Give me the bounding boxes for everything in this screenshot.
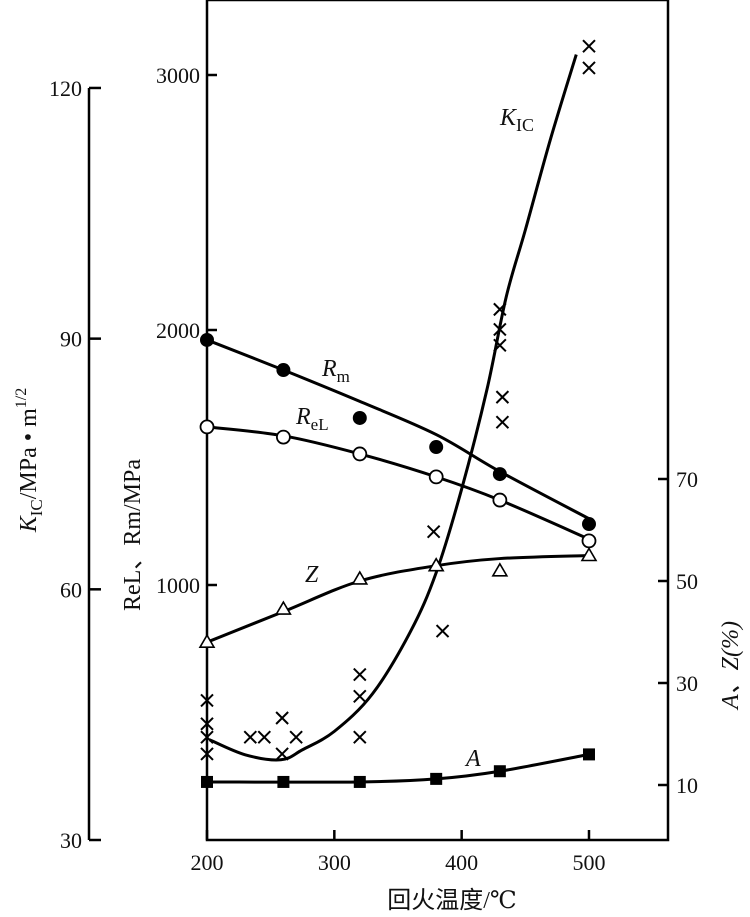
marker-z xyxy=(275,600,292,615)
marker-kic xyxy=(493,338,507,353)
marker-kic xyxy=(353,730,367,744)
marker-kic xyxy=(243,730,257,744)
kic-tick-label: 90 xyxy=(60,327,82,352)
curve-rel xyxy=(206,425,590,541)
plot-frame xyxy=(205,0,670,842)
marker-rel xyxy=(581,533,597,549)
marker-kic xyxy=(275,747,289,761)
series-label-z: Z xyxy=(305,562,319,588)
series-label-rel: ReL xyxy=(295,404,329,434)
kic-tick-label: 60 xyxy=(60,577,82,602)
marker-kic xyxy=(200,747,214,761)
marker-a xyxy=(277,775,290,788)
marker-kic xyxy=(353,689,367,703)
marker-rm xyxy=(276,363,291,378)
marker-kic xyxy=(289,730,303,744)
marker-kic xyxy=(493,322,507,337)
marker-rm xyxy=(352,410,367,425)
labels: 回火温度/℃ A、Z(%) ReL、Rm/MPa KIC/MPa • m1/2 … xyxy=(13,105,744,914)
curve-rm xyxy=(206,338,590,521)
marker-rm xyxy=(581,517,596,532)
marker-a xyxy=(493,765,506,778)
marker-kic xyxy=(582,39,596,53)
kic-tick-label: 30 xyxy=(60,828,82,853)
marker-kic xyxy=(200,717,214,731)
marker-kic xyxy=(353,667,367,682)
kic-axis-label: KIC/MPa • m1/2 xyxy=(13,388,46,534)
strength-tick-label: 2000 xyxy=(156,318,200,343)
curve-z xyxy=(206,554,590,644)
marker-kic xyxy=(426,524,441,539)
percent-tick-label: 70 xyxy=(676,467,698,492)
marker-kic xyxy=(200,693,214,708)
axes: 30 60 90 120 1000 2000 3000 10 30 50 70 200 300 400 50… xyxy=(49,0,698,875)
marker-rel xyxy=(492,492,508,508)
strength-axis-label: ReL、Rm/MPa xyxy=(120,459,146,611)
marker-z xyxy=(198,633,216,649)
marker-kic xyxy=(257,730,272,744)
marker-rm xyxy=(429,440,444,455)
marker-z xyxy=(580,546,598,562)
marker-rel xyxy=(428,469,444,485)
x-axis-label: 回火温度/℃ xyxy=(387,887,517,914)
marker-a xyxy=(353,775,366,788)
markers xyxy=(198,39,598,788)
marker-z xyxy=(351,570,369,585)
marker-z xyxy=(491,562,509,577)
percent-tick-label: 50 xyxy=(676,569,698,594)
marker-kic xyxy=(493,302,507,317)
curves xyxy=(206,54,590,784)
marker-kic xyxy=(275,711,289,725)
x-tick-label: 400 xyxy=(445,850,478,875)
series-label-rm: Rm xyxy=(321,356,350,386)
percent-tick-label: 30 xyxy=(676,671,698,696)
marker-a xyxy=(201,775,213,788)
x-tick-label: 500 xyxy=(572,850,605,875)
marker-rm xyxy=(200,332,214,347)
percent-tick-label: 10 xyxy=(676,773,698,798)
marker-kic xyxy=(582,61,596,75)
marker-rel xyxy=(352,446,368,462)
marker-kic xyxy=(495,390,510,404)
marker-rm xyxy=(492,467,507,482)
percent-axis-label: A、Z(%) xyxy=(718,621,744,711)
series-label-a: A xyxy=(464,746,481,772)
marker-rel xyxy=(275,429,291,445)
marker-kic xyxy=(495,415,510,429)
kic-tick-label: 120 xyxy=(49,76,82,101)
marker-a xyxy=(430,772,443,785)
marker-kic xyxy=(435,624,450,638)
marker-rel xyxy=(199,419,215,435)
marker-kic xyxy=(200,730,214,744)
series-label-kic: KIC xyxy=(499,105,534,135)
x-tick-label: 200 xyxy=(191,850,224,875)
marker-z xyxy=(427,557,445,572)
strength-tick-label: 1000 xyxy=(156,573,200,598)
x-tick-label: 300 xyxy=(318,850,351,875)
strength-tick-label: 3000 xyxy=(156,63,200,88)
marker-a xyxy=(582,748,595,761)
curve-kic xyxy=(208,54,578,762)
